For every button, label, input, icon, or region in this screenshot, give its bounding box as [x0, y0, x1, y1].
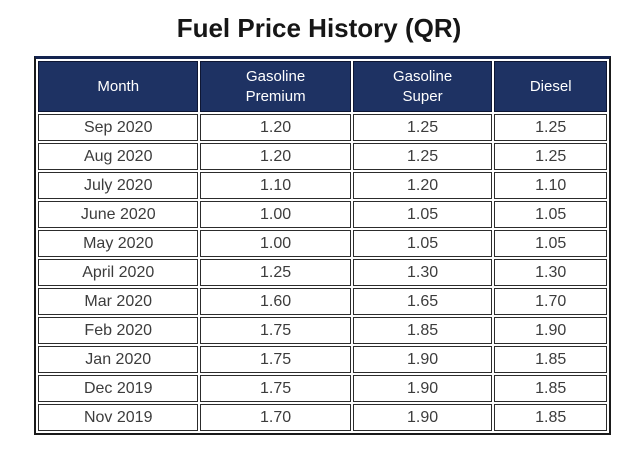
cell-gasoline-super: 1.90: [352, 346, 493, 373]
cell-diesel: 1.25: [494, 114, 607, 141]
table-row: Mar 2020 1.60 1.65 1.70: [38, 288, 607, 315]
cell-diesel: 1.90: [494, 317, 607, 344]
cell-gasoline-premium: 1.75: [200, 375, 351, 402]
cell-month: Sep 2020: [38, 114, 199, 141]
cell-month: May 2020: [38, 230, 199, 257]
cell-gasoline-premium: 1.75: [200, 346, 351, 373]
cell-gasoline-premium: 1.75: [200, 317, 351, 344]
page-title: Fuel Price History (QR): [176, 13, 462, 43]
cell-gasoline-super: 1.05: [352, 230, 493, 257]
table-row: June 2020 1.00 1.05 1.05: [38, 201, 607, 228]
cell-gasoline-premium: 1.00: [200, 230, 351, 257]
cell-month: Dec 2019: [38, 375, 199, 402]
table-row: July 2020 1.10 1.20 1.10: [38, 172, 607, 199]
cell-gasoline-premium: 1.70: [200, 404, 351, 431]
table-row: Dec 2019 1.75 1.90 1.85: [38, 375, 607, 402]
column-header-gasoline-super: Gasoline Super: [352, 61, 493, 112]
cell-month: Nov 2019: [38, 404, 199, 431]
cell-diesel: 1.85: [494, 404, 607, 431]
cell-diesel: 1.05: [494, 230, 607, 257]
table-row: Feb 2020 1.75 1.85 1.90: [38, 317, 607, 344]
column-header-month: Month: [38, 61, 199, 112]
cell-diesel: 1.85: [494, 375, 607, 402]
cell-month: Feb 2020: [38, 317, 199, 344]
header-row: Month Gasoline Premium Gasoline Super Di…: [38, 61, 607, 112]
cell-gasoline-super: 1.20: [352, 172, 493, 199]
cell-gasoline-super: 1.05: [352, 201, 493, 228]
cell-diesel: 1.70: [494, 288, 607, 315]
table-row: May 2020 1.00 1.05 1.05: [38, 230, 607, 257]
cell-month: April 2020: [38, 259, 199, 286]
cell-gasoline-super: 1.25: [352, 143, 493, 170]
column-header-gasoline-premium: Gasoline Premium: [200, 61, 351, 112]
cell-month: July 2020: [38, 172, 199, 199]
cell-gasoline-premium: 1.25: [200, 259, 351, 286]
fuel-price-table: Month Gasoline Premium Gasoline Super Di…: [34, 56, 611, 435]
cell-month: Aug 2020: [38, 143, 199, 170]
cell-gasoline-premium: 1.60: [200, 288, 351, 315]
cell-diesel: 1.10: [494, 172, 607, 199]
column-header-diesel: Diesel: [494, 61, 607, 112]
table-body: Sep 2020 1.20 1.25 1.25 Aug 2020 1.20 1.…: [38, 114, 607, 431]
cell-gasoline-super: 1.65: [352, 288, 493, 315]
cell-diesel: 1.85: [494, 346, 607, 373]
cell-gasoline-premium: 1.20: [200, 143, 351, 170]
cell-gasoline-super: 1.90: [352, 375, 493, 402]
cell-diesel: 1.05: [494, 201, 607, 228]
cell-month: Mar 2020: [38, 288, 199, 315]
cell-gasoline-premium: 1.00: [200, 201, 351, 228]
table-row: Nov 2019 1.70 1.90 1.85: [38, 404, 607, 431]
cell-gasoline-super: 1.90: [352, 404, 493, 431]
cell-gasoline-super: 1.85: [352, 317, 493, 344]
table-row: Sep 2020 1.20 1.25 1.25: [38, 114, 607, 141]
cell-gasoline-premium: 1.20: [200, 114, 351, 141]
cell-diesel: 1.30: [494, 259, 607, 286]
cell-gasoline-super: 1.30: [352, 259, 493, 286]
cell-gasoline-premium: 1.10: [200, 172, 351, 199]
table-row: Jan 2020 1.75 1.90 1.85: [38, 346, 607, 373]
table-row: Aug 2020 1.20 1.25 1.25: [38, 143, 607, 170]
cell-month: June 2020: [38, 201, 199, 228]
table-row: April 2020 1.25 1.30 1.30: [38, 259, 607, 286]
cell-diesel: 1.25: [494, 143, 607, 170]
cell-gasoline-super: 1.25: [352, 114, 493, 141]
table-header: Month Gasoline Premium Gasoline Super Di…: [38, 61, 607, 112]
cell-month: Jan 2020: [38, 346, 199, 373]
